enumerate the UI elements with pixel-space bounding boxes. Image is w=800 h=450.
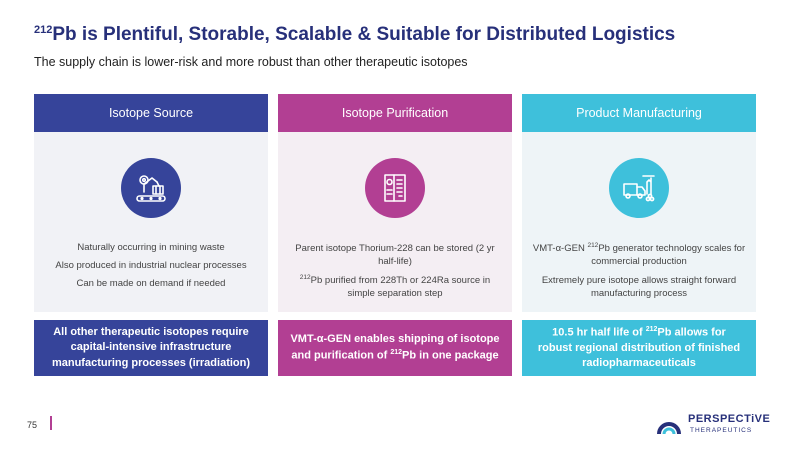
delivery-truck-icon: [609, 158, 669, 218]
footer-suffix: Pb in one package: [402, 349, 499, 362]
logo-name: PERSPECTiVE: [688, 413, 771, 425]
column-footer: 10.5 hr half life of 212Pb allows for ro…: [522, 320, 756, 376]
footer-suffix: Pb allows for robust regional distributi…: [537, 326, 741, 370]
bullet-list: Naturally occurring in mining waste Also…: [42, 242, 260, 295]
bullet-list: VMT-α-GEN 212Pb generator technology sca…: [530, 242, 748, 306]
bullet-text: Parent isotope Thorium-228 can be stored…: [295, 243, 495, 267]
company-logo: PERSPECTiVE THERAPEUTICS: [656, 410, 776, 440]
bullet-text: Pb purified from 228Th or 224Ra source i…: [310, 274, 491, 299]
column-footer: VMT-α-GEN enables shipping of isotope an…: [278, 320, 512, 376]
bullet-item: Naturally occurring in mining waste: [77, 242, 225, 253]
column-isotope-purification: Isotope Purification Parent isotope Thor…: [278, 94, 512, 376]
purification-document-icon: [365, 158, 425, 218]
footer-superscript: 212: [390, 348, 403, 356]
column-isotope-source: Isotope Source Naturally occurring in mi…: [34, 94, 268, 376]
logo-subtitle: THERAPEUTICS: [690, 427, 753, 434]
bullet-superscript: 212: [299, 273, 311, 281]
bullet-item: Can be made on demand if needed: [76, 277, 226, 289]
title-superscript: 212: [34, 24, 53, 36]
column-body: Parent isotope Thorium-228 can be stored…: [278, 132, 512, 312]
bullet-item: VMT-α-GEN 212Pb generator technology sca…: [530, 242, 748, 269]
bullet-superscript: 212: [587, 242, 599, 249]
column-footer: All other therapeutic isotopes require c…: [34, 320, 268, 376]
page-number: 75: [27, 420, 38, 430]
bullet-prefix: VMT-α-GEN: [532, 243, 588, 255]
column-body: Naturally occurring in mining waste Also…: [34, 132, 268, 312]
factory-robot-arm-icon: [121, 158, 181, 218]
bullet-item: Parent isotope Thorium-228 can be stored…: [286, 242, 504, 269]
bullet-list: Parent isotope Thorium-228 can be stored…: [286, 242, 504, 306]
bullet-text: Extremely pure isotope allows straight f…: [541, 274, 737, 299]
logo-mark-icon: [657, 422, 681, 435]
footer-superscript: 212: [645, 325, 658, 333]
column-header: Isotope Source: [34, 94, 268, 132]
bullet-item: Also produced in industrial nuclear proc…: [55, 259, 247, 271]
bullet-item: 212Pb purified from 228Th or 224Ra sourc…: [286, 274, 504, 301]
column-header: Product Manufacturing: [522, 94, 756, 132]
page-divider: [50, 416, 52, 430]
page-title: 212Pb is Plentiful, Storable, Scalable &…: [34, 24, 675, 46]
column-header: Isotope Purification: [278, 94, 512, 132]
bullet-text: Pb generator technology scales for comme…: [591, 243, 746, 267]
footer-prefix: 10.5 hr half life of: [552, 326, 646, 339]
bullet-item: Extremely pure isotope allows straight f…: [530, 274, 748, 301]
column-body: VMT-α-GEN 212Pb generator technology sca…: [522, 132, 756, 312]
column-product-manufacturing: Product Manufacturing VMT-α-GEN 212Pb ge…: [522, 94, 756, 376]
page-subtitle: The supply chain is lower-risk and more …: [34, 55, 468, 69]
footer-prefix: VMT-α-GEN enables shipping of isotope an…: [290, 333, 500, 362]
title-text: Pb is Plentiful, Storable, Scalable & Su…: [52, 24, 676, 45]
